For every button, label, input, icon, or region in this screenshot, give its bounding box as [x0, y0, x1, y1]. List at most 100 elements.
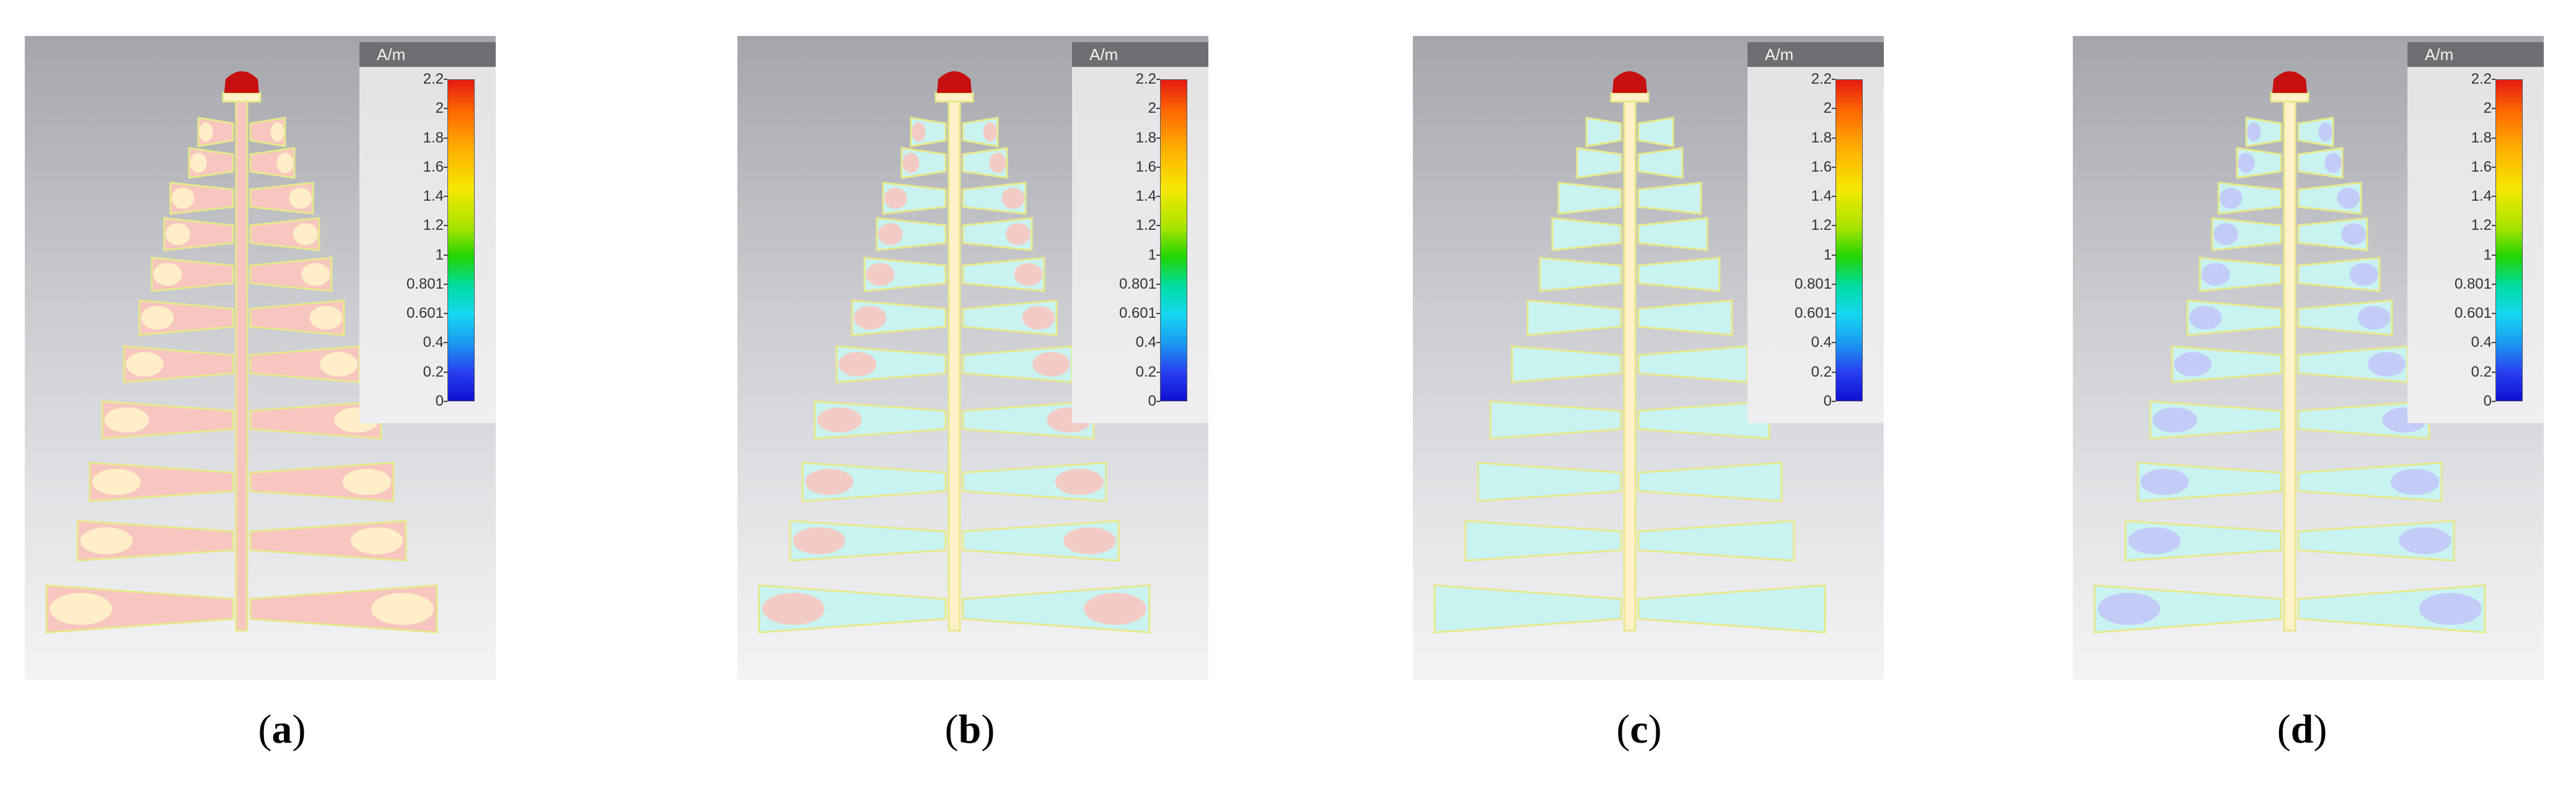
field-region — [92, 468, 141, 496]
legend-tick-mark — [1156, 196, 1160, 198]
field-region — [2140, 468, 2189, 496]
field-region — [2152, 407, 2197, 433]
legend-tick-mark — [2492, 371, 2495, 373]
legend-unit: A/m — [1747, 42, 1884, 67]
legend-tick-mark — [444, 313, 447, 315]
field-region — [866, 263, 895, 286]
field-region — [1541, 263, 1570, 286]
legend-tick-mark — [1156, 137, 1160, 139]
field-region — [1514, 352, 1552, 377]
field-region — [2174, 352, 2212, 377]
field-region — [141, 305, 174, 330]
field-region — [153, 263, 182, 286]
antenna-diagram — [2093, 71, 2486, 634]
legend-tick-mark — [1832, 401, 1835, 402]
field-region — [350, 527, 403, 554]
legend-tick-label: 2.2 — [423, 71, 444, 87]
field-region — [912, 122, 926, 142]
feed-port — [1612, 71, 1647, 93]
field-region — [2390, 468, 2440, 496]
legend-tick-label: 0.801 — [2454, 275, 2492, 292]
legend-tick-label: 0.4 — [1811, 334, 1832, 351]
field-region — [1730, 468, 1780, 496]
legend-unit: A/m — [2407, 42, 2544, 67]
field-region — [983, 122, 997, 142]
legend-tick-label: 2 — [1148, 100, 1156, 117]
feed-port — [224, 71, 259, 93]
legend-tick-label: 0 — [435, 393, 444, 409]
color-scale-bar — [1160, 79, 1187, 401]
legend-tick-label: 1.6 — [1135, 158, 1156, 175]
color-scale-bar — [1835, 79, 1863, 401]
field-region — [1492, 407, 1537, 433]
field-region — [2213, 223, 2238, 245]
legend-tick-label: 1.4 — [2471, 188, 2492, 205]
legend-tick-mark — [1832, 283, 1835, 285]
top-cap — [934, 92, 974, 103]
field-region — [2128, 527, 2181, 554]
field-region — [1480, 468, 1529, 496]
legend-tick-label: 1.2 — [1811, 217, 1832, 234]
legend-tick-label: 1 — [1823, 246, 1832, 263]
field-region — [1587, 122, 1601, 142]
field-region — [199, 122, 213, 142]
field-region — [1677, 188, 1700, 209]
feed-port — [2272, 71, 2307, 93]
feed-line — [235, 90, 248, 632]
legend-tick-label: 0.601 — [1794, 305, 1832, 322]
legend-tick-mark — [2492, 254, 2495, 256]
legend-tick-label: 0.601 — [2454, 305, 2492, 322]
legend-tick-label: 1.6 — [2471, 158, 2492, 175]
field-region — [1022, 305, 1055, 330]
field-region — [2318, 122, 2332, 142]
field-region — [371, 593, 434, 625]
legend-tick-mark — [2492, 196, 2495, 198]
legend-tick-label: 0.801 — [1119, 275, 1156, 292]
field-region — [1529, 305, 1562, 330]
field-region — [2098, 593, 2160, 625]
field-region — [878, 223, 903, 245]
legend-tick-mark — [2492, 108, 2495, 110]
field-region — [2189, 305, 2222, 330]
color-legend: A/m 2.2 2 1.8 1.6 1.4 1.2 1 0.801 0.601 0.4 0.2 0 — [359, 42, 496, 423]
legend-tick-label: 0.801 — [406, 275, 444, 292]
legend-tick-mark — [2492, 401, 2495, 402]
legend-tick-label: 2 — [435, 100, 444, 117]
caption-c: (c) — [1616, 707, 1662, 752]
legend-tick-label: 2 — [2483, 100, 2492, 117]
field-region — [2349, 263, 2378, 286]
field-region — [902, 152, 920, 173]
field-region — [50, 593, 112, 625]
feed-port — [937, 71, 972, 93]
legend-tick-label: 0.801 — [1794, 275, 1832, 292]
top-cap — [1610, 92, 1650, 103]
legend-tick-mark — [444, 371, 447, 373]
legend-tick-label: 0.2 — [2471, 363, 2492, 380]
field-region — [104, 407, 149, 433]
field-region — [2201, 263, 2230, 286]
legend-tick-mark — [1832, 108, 1835, 110]
legend-tick-label: 2.2 — [2471, 71, 2492, 87]
field-region — [1084, 593, 1146, 625]
field-region — [1014, 263, 1043, 286]
legend-tick-mark — [444, 342, 447, 344]
legend-tick-mark — [444, 283, 447, 285]
field-region — [165, 223, 190, 245]
legend-tick-mark — [444, 401, 447, 402]
color-legend: A/m 2.2 2 1.8 1.6 1.4 1.2 1 0.801 0.601 0.4 0.2 0 — [1747, 42, 1884, 423]
field-region — [853, 305, 887, 330]
field-region — [838, 352, 876, 377]
legend-tick-label: 0 — [2483, 393, 2492, 409]
field-region — [126, 352, 164, 377]
legend-unit: A/m — [359, 42, 496, 67]
legend-tick-mark — [1832, 79, 1835, 80]
panel-a: A/m 2.2 2 1.8 1.6 1.4 1.2 1 0.801 0.601 0.4 0.2 0 — [25, 36, 496, 680]
legend-tick-label: 1.4 — [1811, 188, 1832, 205]
legend-tick-mark — [444, 108, 447, 110]
field-region — [1032, 352, 1070, 377]
legend-tick-mark — [2492, 166, 2495, 168]
legend-tick-mark — [444, 254, 447, 256]
legend-unit: A/m — [1072, 42, 1208, 67]
field-region — [2357, 305, 2391, 330]
field-region — [2337, 188, 2360, 209]
